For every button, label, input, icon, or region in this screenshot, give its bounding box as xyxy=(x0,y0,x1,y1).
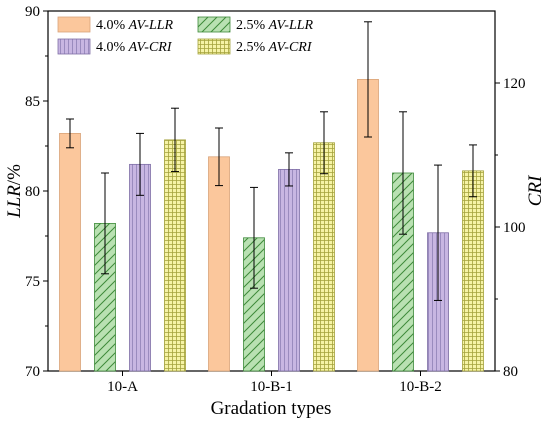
y-left-tick-label: 85 xyxy=(25,94,40,110)
legend-swatch xyxy=(197,16,231,33)
error-bar-2-5-av-llr-10-b-2 xyxy=(399,111,407,235)
y-right-tick-label: 100 xyxy=(503,220,526,236)
error-bar-4-0-av-llr-10-b-1 xyxy=(215,127,223,187)
legend-label: 4.0% AV-LLR xyxy=(96,18,174,33)
legend-swatch xyxy=(197,38,231,55)
legend-swatch xyxy=(57,16,91,33)
error-bar-2-5-av-cri-10-a xyxy=(171,107,179,173)
x-tick-label: 10-B-2 xyxy=(399,379,442,395)
x-tick-label: 10-B-1 xyxy=(250,379,293,395)
error-bar-2-5-av-llr-10-a xyxy=(101,172,109,275)
y-left-tick-label: 80 xyxy=(25,184,40,200)
y-left-tick-label: 90 xyxy=(25,4,40,20)
x-tick-label: 10-A xyxy=(107,379,138,395)
error-bar-4-0-av-cri-10-a xyxy=(136,132,144,196)
legend-item-2-5-av-llr: 2.5% AV-LLR xyxy=(197,16,314,33)
bar-2-5-av-cri-10-b-1 xyxy=(313,142,335,372)
legend-label: 4.0% AV-CRI xyxy=(96,40,173,55)
legend-item-2-5-av-cri: 2.5% AV-CRI xyxy=(197,38,313,55)
error-bar-4-0-av-llr-10-a xyxy=(66,118,74,149)
y-axis-left-title-main: LLR xyxy=(4,185,25,219)
y-axis-left-title-unit: /% xyxy=(4,164,25,185)
y-axis-right-title: CRI xyxy=(525,174,546,206)
error-bar-2-5-av-cri-10-b-1 xyxy=(320,111,328,175)
legend-item-4-0-av-llr: 4.0% AV-LLR xyxy=(57,16,174,33)
y-axis-left-title: LLR/% xyxy=(4,164,25,219)
bars-layer xyxy=(59,79,484,372)
bar-2-5-av-cri-10-a xyxy=(164,139,186,372)
y-right-tick-label: 80 xyxy=(503,364,518,380)
y-left-tick-label: 75 xyxy=(25,274,40,290)
y-right-tick-label: 120 xyxy=(503,76,526,92)
error-bar-2-5-av-cri-10-b-2 xyxy=(469,144,477,198)
x-axis-title: Gradation types xyxy=(211,398,332,419)
bar-4-0-av-llr-10-a xyxy=(59,132,81,372)
bar-4-0-av-cri-10-b-1 xyxy=(278,168,300,372)
error-bar-4-0-av-cri-10-b-1 xyxy=(285,152,293,187)
error-bar-4-0-av-llr-10-b-2 xyxy=(364,21,372,138)
y-left-tick-label: 70 xyxy=(25,364,40,380)
error-bar-4-0-av-cri-10-b-2 xyxy=(434,164,442,301)
legend-label: 2.5% AV-LLR xyxy=(236,18,314,33)
legend-label: 2.5% AV-CRI xyxy=(236,40,313,55)
bar-4-0-av-llr-10-b-1 xyxy=(208,156,230,372)
error-bars-layer xyxy=(66,21,477,301)
bar-2-5-av-cri-10-b-2 xyxy=(462,170,484,372)
legend-swatch xyxy=(57,38,91,55)
legend-item-4-0-av-cri: 4.0% AV-CRI xyxy=(57,38,173,55)
error-bar-2-5-av-llr-10-b-1 xyxy=(250,186,258,289)
legend: 4.0% AV-LLR 2.5% AV-LLR 4.0% AV-CRI 2.5% AV… xyxy=(57,16,314,55)
axes-layer: 10-A 10-B-1 10-B-2 70 75 80 85 90 80 100 120 xyxy=(25,4,526,395)
